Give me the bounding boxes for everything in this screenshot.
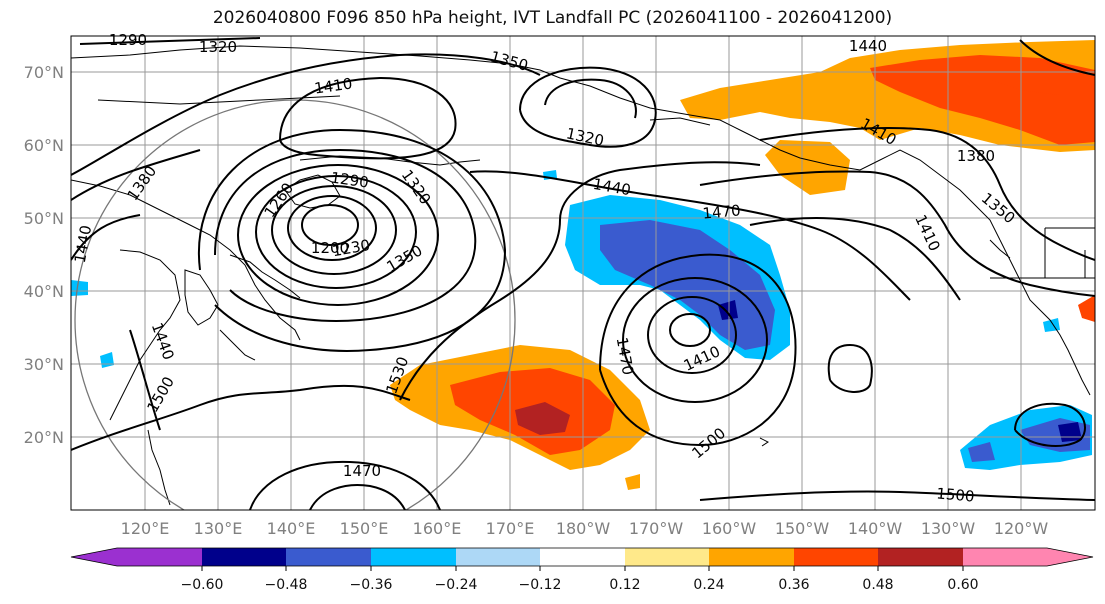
contour-label: 1470 (702, 201, 742, 222)
lon-label: 160°W (702, 519, 757, 538)
lon-label: 120°E (121, 519, 170, 538)
contour-label: 1320 (199, 38, 237, 56)
contour-label: 1440 (849, 37, 887, 55)
contour-label: 1410 (313, 74, 353, 97)
lat-label: 50°N (24, 209, 64, 228)
lon-label: 140°W (848, 519, 903, 538)
lon-label: 180°W (556, 519, 611, 538)
colorbar-tick-label: 0.60 (947, 577, 978, 593)
colorbar-segment (540, 548, 625, 566)
colorbar-segment (625, 548, 709, 566)
colorbar-tick-label: −0.60 (181, 577, 224, 593)
lon-label: 160°E (413, 519, 462, 538)
colorbar-segment (371, 548, 456, 566)
colorbar-tick-label: 0.48 (862, 577, 893, 593)
map-frame (70, 35, 1096, 511)
lon-label: 150°E (340, 519, 389, 538)
landfall-radius-circle (74, 99, 516, 510)
colorbar-segment (963, 548, 1047, 566)
lon-label: 170°E (486, 519, 535, 538)
lat-label: 70°N (24, 63, 64, 82)
colorbar-segment (202, 548, 286, 566)
colorbar-segment (709, 548, 794, 566)
lon-label: 140°E (267, 519, 316, 538)
latitude-labels: 70°N 60°N 50°N 40°N 30°N 20°N (24, 63, 64, 447)
colorbar-tick-label: −0.24 (435, 577, 478, 593)
lat-label: 40°N (24, 282, 64, 301)
colorbar-under-triangle (71, 548, 117, 566)
contour-label: 1200 (311, 239, 349, 257)
colorbar-over-triangle (1047, 548, 1093, 566)
colorbar: −0.60 −0.48 −0.36 −0.24 −0.12 0.12 0.24 … (70, 547, 1094, 593)
contour-label: 1290 (109, 31, 147, 49)
lon-label: 150°W (775, 519, 830, 538)
contour-label: 1500 (936, 484, 976, 505)
lat-label: 60°N (24, 136, 64, 155)
colorbar-tick-label: −0.48 (265, 577, 308, 593)
lon-label: 130°E (194, 519, 243, 538)
map-layers (71, 36, 1095, 510)
contour-label: 1290 (330, 168, 370, 191)
colorbar-segment (117, 548, 202, 566)
longitude-labels: 120°E 130°E 140°E 150°E 160°E 170°E 180°… (121, 519, 1049, 538)
colorbar-segment (456, 548, 540, 566)
lon-label: 130°W (921, 519, 976, 538)
coastlines (71, 45, 1095, 506)
height-contours (71, 37, 1095, 510)
lat-label: 20°N (24, 428, 64, 447)
colorbar-tick-label: −0.36 (350, 577, 393, 593)
map-title: 2026040800 F096 850 hPa height, IVT Land… (212, 8, 893, 28)
colorbar-tick-label: 0.36 (778, 577, 809, 593)
contour-label: 1380 (957, 147, 995, 165)
colorbar-tick-label: 0.24 (693, 577, 724, 593)
colorbar-segment (794, 548, 878, 566)
lon-label: 170°W (629, 519, 684, 538)
colorbar-tick-label: 0.12 (609, 577, 640, 593)
colorbar-segment (286, 548, 371, 566)
ivt-positive-shading (390, 40, 1095, 490)
contour-label: 1470 (343, 462, 381, 480)
colorbar-segment (878, 548, 963, 566)
lat-label: 30°N (24, 355, 64, 374)
lon-label: 120°W (994, 519, 1049, 538)
colorbar-tick-label: −0.12 (519, 577, 562, 593)
